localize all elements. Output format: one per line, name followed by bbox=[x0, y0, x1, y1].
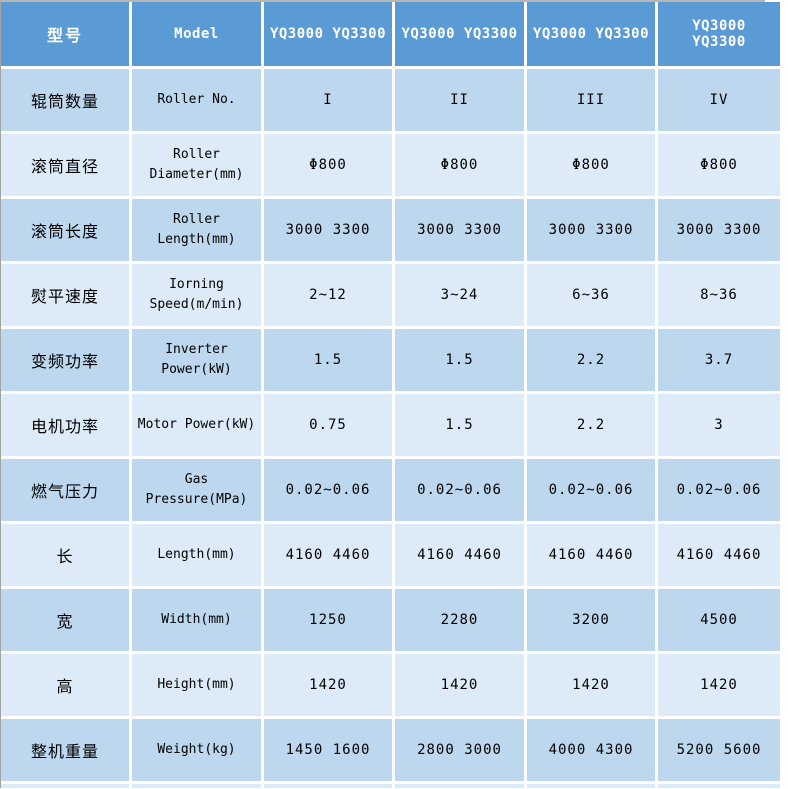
row-value: 1.5 bbox=[395, 394, 524, 456]
row-value: 2280 bbox=[395, 589, 524, 651]
row-value: 4160 4460 bbox=[527, 524, 655, 586]
row-label-en: Motor Power(kW) bbox=[132, 394, 261, 456]
row-value: 1250 bbox=[264, 589, 392, 651]
row-value: 3000 3300 bbox=[658, 199, 780, 261]
row-value: 6~36 bbox=[527, 264, 655, 326]
row-label-cn: 辊筒数量 bbox=[1, 69, 129, 131]
row-value: 1420 bbox=[395, 654, 524, 716]
row-value: 1420 bbox=[264, 654, 392, 716]
row-label-cn: 高 bbox=[1, 654, 129, 716]
row-value: 2.2 bbox=[527, 394, 655, 456]
row-value: Φ800 bbox=[527, 134, 655, 196]
row-value: 1.5 bbox=[395, 329, 524, 391]
row-label-en: Gas Pressure(MPa) bbox=[132, 459, 261, 521]
row-value: 3 bbox=[658, 394, 780, 456]
row-value: 0.02~0.06 bbox=[264, 459, 392, 521]
row-value: 3.7 bbox=[658, 329, 780, 391]
row-label-cn: 电机功率 bbox=[1, 394, 129, 456]
partial-row-cell bbox=[132, 784, 261, 788]
row-label-en: Roller No. bbox=[132, 69, 261, 131]
row-value: 3000 3300 bbox=[527, 199, 655, 261]
partial-row-cell bbox=[1, 784, 129, 788]
row-value: 0.75 bbox=[264, 394, 392, 456]
partial-row-cell bbox=[658, 784, 780, 788]
row-value: 0.02~0.06 bbox=[527, 459, 655, 521]
row-value: Φ800 bbox=[658, 134, 780, 196]
row-label-cn: 整机重量 bbox=[1, 719, 129, 781]
row-label-en: Inverter Power(kW) bbox=[132, 329, 261, 391]
row-value: IV bbox=[658, 69, 780, 131]
row-label-cn: 滚筒直径 bbox=[1, 134, 129, 196]
row-value: 5200 5600 bbox=[658, 719, 780, 781]
row-value: 4160 4460 bbox=[264, 524, 392, 586]
row-value: I bbox=[264, 69, 392, 131]
row-value: 0.02~0.06 bbox=[395, 459, 524, 521]
row-label-en: Weight(kg) bbox=[132, 719, 261, 781]
row-value: 8~36 bbox=[658, 264, 780, 326]
partial-row-cell bbox=[527, 784, 655, 788]
row-label-en: Iorning Speed(m/min) bbox=[132, 264, 261, 326]
row-label-cn: 变频功率 bbox=[1, 329, 129, 391]
header-cell-model-3: YQ3000 YQ3300 bbox=[527, 2, 655, 66]
header-cell-model-4: YQ3000 YQ3300 bbox=[658, 2, 780, 66]
row-label-en: Height(mm) bbox=[132, 654, 261, 716]
row-value: III bbox=[527, 69, 655, 131]
row-value: 2~12 bbox=[264, 264, 392, 326]
row-value: 4000 4300 bbox=[527, 719, 655, 781]
row-value: 3000 3300 bbox=[264, 199, 392, 261]
header-cell-model-1: YQ3000 YQ3300 bbox=[264, 2, 392, 66]
row-value: 0.02~0.06 bbox=[658, 459, 780, 521]
row-label-cn: 滚筒长度 bbox=[1, 199, 129, 261]
row-label-cn: 宽 bbox=[1, 589, 129, 651]
row-value: II bbox=[395, 69, 524, 131]
row-label-en: Roller Diameter(mm) bbox=[132, 134, 261, 196]
row-value: 2800 3000 bbox=[395, 719, 524, 781]
header-cell-model-2: YQ3000 YQ3300 bbox=[395, 2, 524, 66]
row-value: 1.5 bbox=[264, 329, 392, 391]
row-value: 4160 4460 bbox=[395, 524, 524, 586]
header-cell-type-cn: 型号 bbox=[1, 2, 129, 66]
row-label-en: Roller Length(mm) bbox=[132, 199, 261, 261]
row-value: 3~24 bbox=[395, 264, 524, 326]
row-label-en: Length(mm) bbox=[132, 524, 261, 586]
row-value: 4160 4460 bbox=[658, 524, 780, 586]
row-value: 1420 bbox=[658, 654, 780, 716]
row-value: Φ800 bbox=[264, 134, 392, 196]
row-value: Φ800 bbox=[395, 134, 524, 196]
row-value: 1420 bbox=[527, 654, 655, 716]
header-cell-type-en: Model bbox=[132, 2, 261, 66]
row-value: 3200 bbox=[527, 589, 655, 651]
row-value: 1450 1600 bbox=[264, 719, 392, 781]
row-label-en: Width(mm) bbox=[132, 589, 261, 651]
partial-row-cell bbox=[264, 784, 392, 788]
row-value: 2.2 bbox=[527, 329, 655, 391]
row-value: 4500 bbox=[658, 589, 780, 651]
row-label-cn: 熨平速度 bbox=[1, 264, 129, 326]
row-label-cn: 长 bbox=[1, 524, 129, 586]
row-label-cn: 燃气压力 bbox=[1, 459, 129, 521]
partial-row-cell bbox=[395, 784, 524, 788]
row-value: 3000 3300 bbox=[395, 199, 524, 261]
